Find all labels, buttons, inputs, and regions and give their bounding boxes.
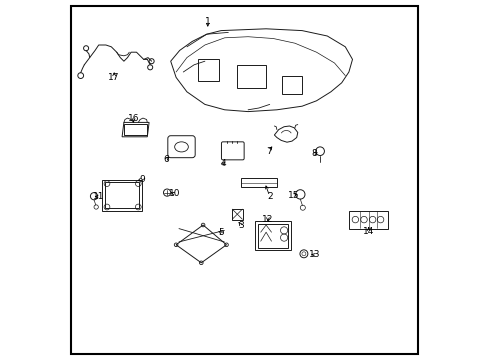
Text: 15: 15 [287,191,299,199]
Text: 12: 12 [262,215,273,224]
Text: 7: 7 [265,147,271,156]
Text: 8: 8 [311,149,317,158]
Text: 3: 3 [238,220,244,230]
Text: 6: 6 [163,155,169,163]
Text: 10: 10 [168,189,180,198]
Text: 1: 1 [204,17,210,26]
Text: 16: 16 [127,114,139,123]
Text: 2: 2 [266,192,272,201]
Text: 5: 5 [218,229,224,238]
Text: 11: 11 [93,192,104,201]
Text: 14: 14 [362,227,374,236]
Text: 4: 4 [220,159,225,168]
Text: 9: 9 [139,175,144,184]
Text: 13: 13 [308,251,320,259]
Text: 17: 17 [108,73,120,82]
